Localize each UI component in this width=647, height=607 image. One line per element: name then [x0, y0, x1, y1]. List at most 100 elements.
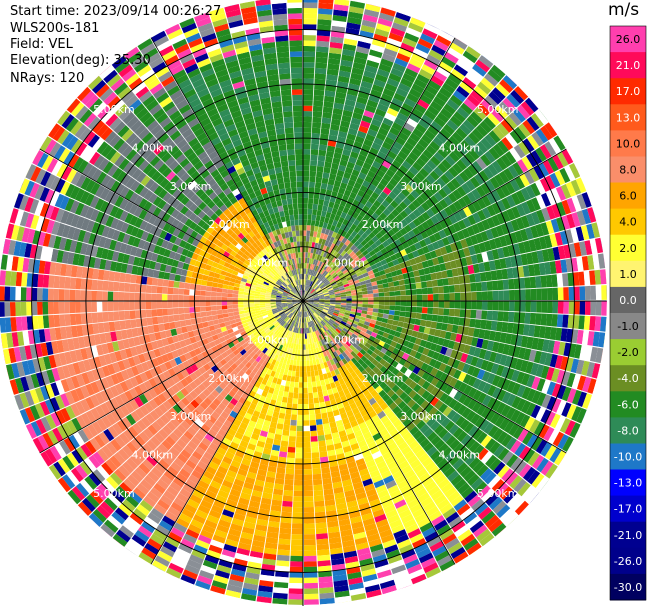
range-gate — [305, 291, 308, 297]
range-gate — [393, 92, 406, 103]
range-gate — [362, 14, 378, 23]
range-gate — [417, 492, 431, 503]
range-gate — [230, 523, 243, 532]
range-gate — [447, 277, 455, 286]
range-gate — [252, 367, 259, 374]
range-gate — [399, 262, 407, 269]
range-gate — [249, 351, 256, 358]
range-gate — [182, 483, 195, 494]
range-gate — [317, 306, 324, 310]
range-gate — [335, 362, 341, 369]
range-gate — [392, 336, 400, 343]
range-gate — [474, 273, 482, 283]
range-gate — [267, 432, 275, 440]
range-gate — [511, 192, 521, 206]
range-gate — [333, 330, 340, 336]
range-gate — [378, 301, 385, 305]
range-gate — [190, 422, 201, 432]
range-gate — [312, 304, 319, 308]
range-gate — [486, 397, 497, 409]
range-gate — [157, 443, 169, 455]
range-gate — [485, 361, 494, 373]
range-gate — [180, 449, 192, 460]
range-gate — [346, 295, 352, 299]
range-gate — [473, 524, 488, 538]
range-gate — [311, 354, 316, 360]
range-gate — [378, 574, 394, 584]
range-gate — [286, 317, 291, 323]
range-gate — [381, 53, 396, 63]
range-gate — [520, 253, 529, 266]
range-gate — [442, 315, 449, 324]
range-gate — [443, 466, 456, 478]
range-gate — [511, 206, 521, 219]
range-gate — [415, 487, 428, 498]
range-gate — [471, 301, 477, 310]
range-gate — [385, 256, 393, 264]
range-gate — [238, 497, 250, 506]
range-gate — [113, 452, 126, 465]
range-gate — [340, 395, 348, 403]
range-gate — [319, 592, 335, 600]
range-gate — [166, 352, 175, 361]
range-gate — [338, 430, 347, 438]
range-gate — [250, 336, 257, 342]
range-gate — [346, 347, 353, 354]
range-gate — [288, 342, 292, 349]
range-gate — [361, 310, 368, 315]
range-gate — [560, 184, 572, 199]
range-gate — [210, 424, 221, 433]
range-gate — [363, 352, 371, 359]
range-gate — [111, 489, 125, 503]
range-gate — [96, 344, 104, 356]
range-gate — [500, 404, 511, 417]
range-gate — [293, 326, 296, 333]
range-gate — [536, 378, 546, 392]
range-gate — [353, 107, 365, 115]
range-gate — [585, 301, 591, 315]
range-gate — [306, 292, 311, 298]
range-gate — [423, 442, 434, 453]
range-gate — [233, 558, 248, 567]
range-gate — [321, 311, 327, 316]
range-gate — [509, 357, 518, 369]
range-gate — [438, 293, 445, 301]
range-gate — [283, 307, 289, 311]
range-gate — [48, 355, 57, 369]
range-gate — [262, 333, 269, 340]
range-gate — [439, 87, 453, 99]
range-gate — [413, 463, 425, 474]
range-gate — [324, 298, 331, 300]
range-gate — [381, 499, 394, 509]
range-gate — [373, 113, 384, 123]
range-gate — [408, 372, 417, 381]
range-gate — [334, 197, 342, 205]
range-gate — [350, 289, 357, 294]
range-gate — [304, 306, 307, 312]
range-gate — [214, 470, 226, 480]
range-gate — [458, 393, 468, 404]
range-gate — [448, 454, 461, 466]
range-gate — [564, 165, 576, 181]
range-gate — [514, 230, 523, 243]
range-gate — [307, 343, 311, 350]
range-gate — [354, 429, 363, 438]
range-gate — [244, 312, 251, 317]
range-gate — [423, 562, 439, 574]
range-gate — [402, 72, 416, 83]
range-gate — [357, 189, 365, 198]
range-gate — [167, 506, 181, 518]
range-gate — [581, 360, 590, 376]
range-gate — [476, 431, 488, 444]
range-gate — [365, 266, 373, 273]
range-gate — [321, 467, 331, 474]
range-gate — [91, 368, 101, 381]
range-gate — [215, 385, 224, 394]
range-gate — [385, 195, 394, 204]
range-gate — [372, 450, 382, 460]
range-gate — [310, 160, 318, 166]
range-gate — [347, 257, 354, 264]
range-gate — [418, 68, 433, 80]
range-gate — [355, 345, 363, 352]
range-gate — [340, 296, 347, 299]
